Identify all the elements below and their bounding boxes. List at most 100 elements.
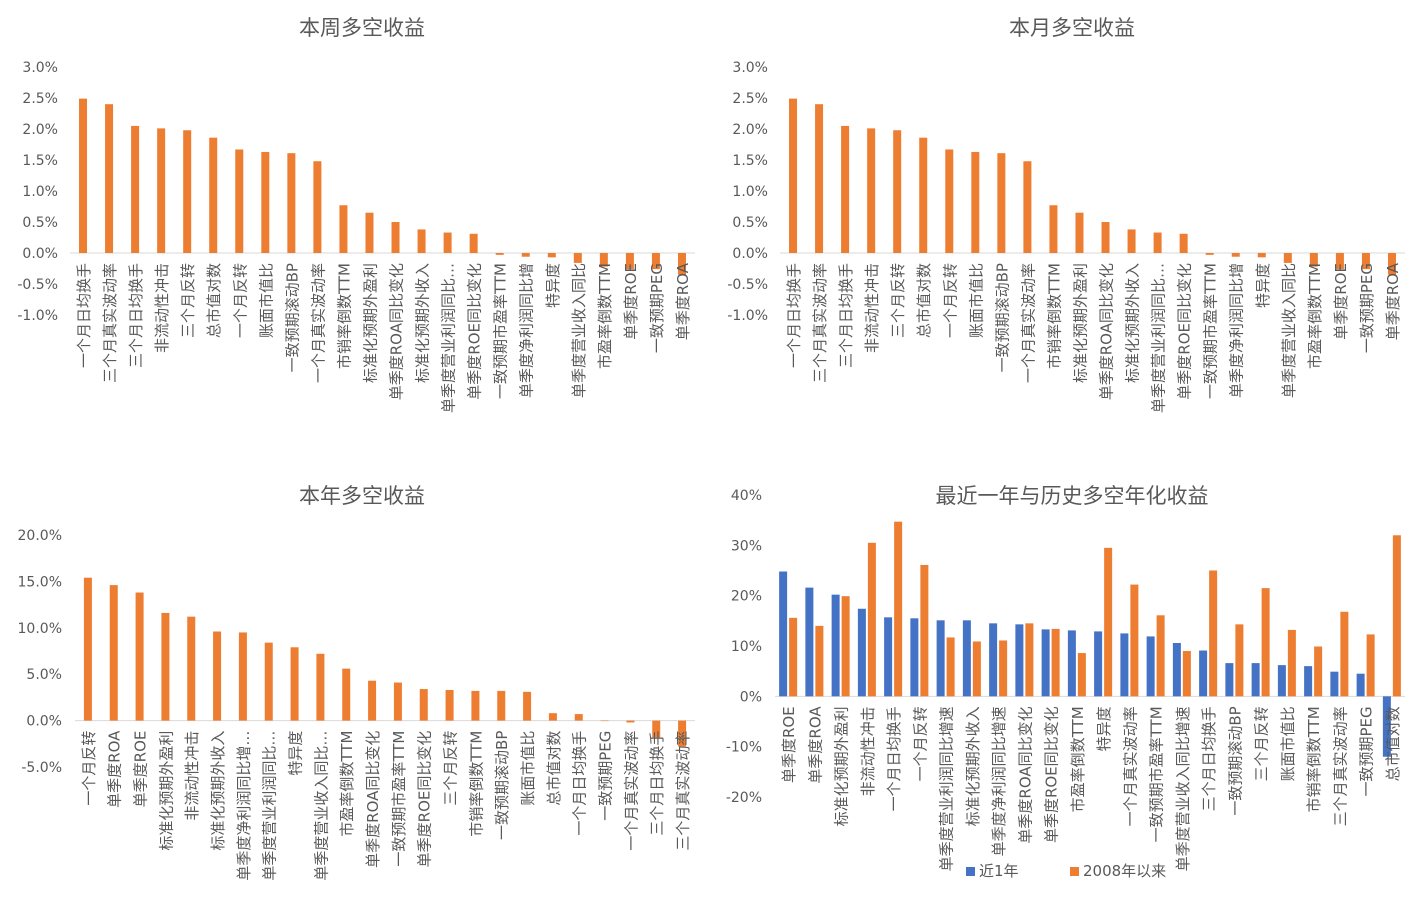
category-label: 非流动性冲击 [859,706,877,796]
bar [1077,653,1086,697]
y-tick-label: 1.0% [732,184,768,200]
category-label: 三个月日均换手 [127,263,145,368]
category-label: 单季度营业利润同比… [1150,263,1168,413]
bar [183,130,192,253]
bar [1209,570,1218,697]
category-label: 三个月日均换手 [837,263,855,368]
legend-label: 近1年 [979,862,1019,880]
bar [652,720,661,738]
y-tick-label: -1.0% [727,308,768,324]
bar [1304,666,1313,697]
category-label: 一致预期滚动BP [283,263,301,372]
bar [235,149,244,253]
category-label: 单季度ROE同比变化 [1043,706,1061,843]
chart-2: 本月多空收益 -1.0% -0.5% 0.0% 0.5% 1.0% 1.5% 2.0% 2.5%… [727,16,1405,413]
bar [105,104,114,253]
bar [1094,631,1103,697]
bar [1225,663,1234,697]
category-label: 三个月真实波动率 [674,731,692,851]
bar [368,680,377,721]
bar [1314,646,1323,697]
category-label: 市盈率倒数TTM [1069,706,1087,812]
bar [342,668,351,721]
y-tick-label: 2.0% [22,122,58,138]
y-tick-label: 5.0% [26,667,62,683]
bar [625,253,634,270]
category-label: 特异度 [1254,263,1272,308]
y-tick-label: 0.5% [732,215,768,231]
category-label: 特异度 [1095,706,1113,751]
category-label: 单季度ROE同比变化 [1176,263,1194,400]
category-label: 一个月反转 [911,706,929,781]
y-tick-label: 2.5% [732,91,768,107]
category-label: 一致预期市盈率TTM [492,263,510,399]
bar [161,612,170,721]
category-label: 非流动性冲击 [863,263,881,353]
bar [471,690,480,721]
category-label: 总市值对数 [1384,706,1402,781]
category-label: 标准化预期外盈利 [157,731,175,851]
y-tick-label: 1.5% [732,153,768,169]
bar [365,212,374,253]
y-tick-label: 1.0% [22,184,58,200]
category-label: 单季度营业收入同比增速 [1174,706,1192,871]
bar [1277,665,1286,697]
y-tick-label: 10.0% [18,621,62,637]
bar [677,253,686,275]
category-label: 市盈率倒数TTM [338,731,356,837]
bar [1356,673,1365,697]
y-tick-label: 40% [731,488,762,504]
bar [573,253,582,263]
category-label: 单季度ROA同比变化 [1016,706,1034,843]
category-label: 一个月日均换手 [785,263,803,368]
bar [919,137,928,253]
category-label: 非流动性冲击 [183,731,201,821]
bar [1101,222,1110,253]
bar [1387,253,1396,275]
bar [678,720,687,747]
bar [857,608,866,697]
bar [1199,650,1208,697]
category-label: 一个月真实波动率 [1019,263,1037,383]
bar [1153,232,1162,253]
bar [264,642,273,721]
category-label: 单季度营业利润同比… [261,731,279,881]
y-tick-label: -1.0% [17,308,58,324]
bar [1235,624,1244,697]
bar [339,205,348,253]
category-label: 单季度ROA [106,730,124,808]
category-label: 单季度ROA [674,262,692,340]
bar [1156,615,1165,697]
bar [815,104,824,253]
bar [1049,205,1058,253]
bar [213,631,222,721]
category-label: 一致预期市盈率TTM [390,731,408,867]
bar [261,151,270,253]
bar [971,151,980,253]
bar [1182,651,1191,697]
bar [316,653,325,721]
bar [884,617,893,697]
bar [1257,253,1266,258]
category-label: 单季度ROE [622,263,640,340]
bar [290,647,299,721]
category-label: 单季度ROA同比变化 [388,263,406,400]
bar [989,623,998,697]
chart-1: 本周多空收益 -1.0% -0.5% 0.0% 0.5% 1.0% 1.5% 2.0% 2.5%… [17,16,695,413]
category-label: 标准化预期外盈利 [833,706,851,826]
y-tick-label: 0.5% [22,215,58,231]
bar [391,222,400,253]
bar [1330,671,1339,697]
bar [1051,628,1060,697]
bar [1015,624,1024,697]
chart-title: 最近一年与历史多空年化收益 [936,484,1209,508]
bar [497,690,506,721]
bar [831,594,840,697]
y-tick-label: 2.5% [22,91,58,107]
category-label: 标准化预期外收入 [209,731,227,851]
y-tick-label: -0.5% [727,277,768,293]
bar [972,641,981,697]
bar [1075,212,1084,253]
